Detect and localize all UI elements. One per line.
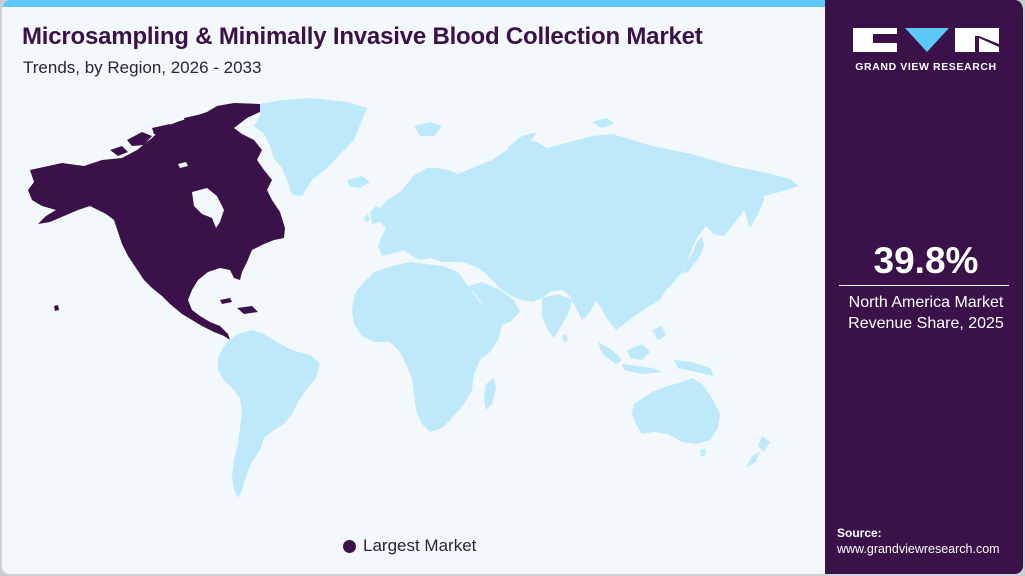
source-url: www.grandviewresearch.com <box>837 542 1000 556</box>
legend-swatch-largest-market <box>343 539 356 553</box>
stat-divider <box>839 285 1009 286</box>
market-share-value: 39.8% <box>873 240 979 281</box>
market-share-label: North America Market Revenue Share, 2025 <box>825 292 1023 334</box>
chart-title: Microsampling & Minimally Invasive Blood… <box>22 23 703 50</box>
stat-label-line-2: Revenue Share, 2025 <box>848 315 1004 332</box>
stats-sidebar: GRAND VIEW RESEARCH 39.8% North America … <box>825 0 1023 574</box>
region-rest-of-world <box>218 98 798 498</box>
hudson-bay <box>178 162 224 228</box>
brand-name: GRAND VIEW RESEARCH <box>855 61 997 73</box>
region-north-america <box>28 103 285 340</box>
chart-subtitle: Trends, by Region, 2026 - 2033 <box>23 58 262 77</box>
world-map <box>28 98 798 498</box>
accent-bar <box>2 0 825 7</box>
grand-view-research-logo-icon <box>853 28 999 52</box>
source-title: Source: <box>837 526 882 540</box>
stat-label-line-1: North America Market <box>848 294 1004 311</box>
legend-label: Largest Market <box>363 536 477 555</box>
legend: Largest Market <box>343 536 476 556</box>
